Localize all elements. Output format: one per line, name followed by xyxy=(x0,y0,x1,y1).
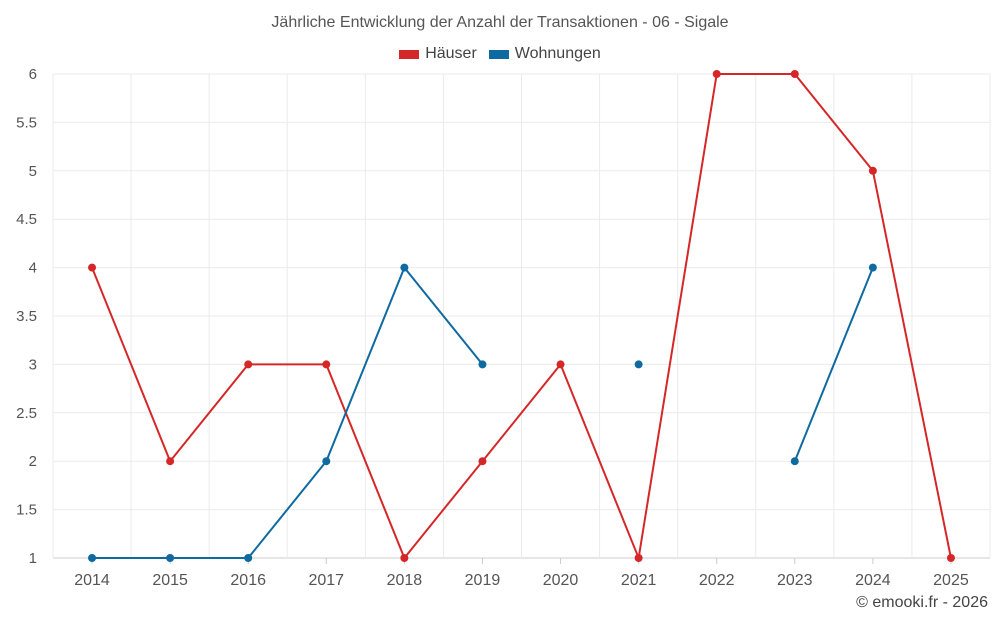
data-point-1 xyxy=(790,457,799,466)
data-point-0 xyxy=(868,166,877,175)
legend-label-haeuser: Häuser xyxy=(425,45,477,62)
y-tick-label: 1.5 xyxy=(16,502,37,519)
data-point-1 xyxy=(400,263,409,272)
x-tick-label: 2019 xyxy=(465,572,501,589)
data-point-1 xyxy=(244,554,253,562)
data-point-0 xyxy=(712,70,721,78)
y-tick-label: 3.5 xyxy=(16,308,37,325)
data-point-1 xyxy=(634,360,643,369)
data-point-1 xyxy=(166,554,175,562)
x-tick-label: 2015 xyxy=(152,572,188,589)
series-line-1 xyxy=(793,267,874,462)
x-tick-label: 2020 xyxy=(543,572,579,589)
x-tick-label: 2017 xyxy=(308,572,344,589)
legend-swatch-haeuser xyxy=(399,49,420,59)
y-tick-label: 5.5 xyxy=(16,114,37,131)
y-tick-label: 2 xyxy=(29,453,37,470)
x-tick-label: 2022 xyxy=(699,572,735,589)
y-tick-label: 4 xyxy=(29,260,37,277)
x-tick-label: 2024 xyxy=(855,572,891,589)
chart-title: Jährliche Entwicklung der Anzahl der Tra… xyxy=(271,14,729,31)
x-tick-label: 2021 xyxy=(621,572,657,589)
data-point-0 xyxy=(556,360,565,369)
y-tick-label: 6 xyxy=(29,66,37,83)
data-point-1 xyxy=(868,263,877,272)
y-tick-label: 5 xyxy=(29,163,37,180)
y-tick-label: 4.5 xyxy=(16,211,37,228)
x-tick-label: 2014 xyxy=(74,572,110,589)
data-point-0 xyxy=(478,457,487,466)
legend-item-haeuser[interactable]: Häuser xyxy=(399,45,477,63)
data-point-0 xyxy=(634,554,643,562)
copyright-credit: © emooki.fr - 2026 xyxy=(856,594,988,611)
data-point-0 xyxy=(322,360,331,369)
y-tick-label: 2.5 xyxy=(16,405,37,422)
data-point-0 xyxy=(166,457,175,466)
data-point-0 xyxy=(400,554,409,562)
legend-label-wohnungen: Wohnungen xyxy=(514,45,601,62)
x-tick-label: 2025 xyxy=(933,572,969,589)
series-line-1 xyxy=(92,266,484,559)
data-point-0 xyxy=(88,263,97,272)
data-point-0 xyxy=(946,554,955,562)
series-line-0 xyxy=(91,73,952,559)
x-tick-label: 2018 xyxy=(387,572,423,589)
legend: Häuser Wohnungen xyxy=(0,45,1000,63)
y-tick-label: 3 xyxy=(29,356,37,373)
x-tick-label: 2016 xyxy=(230,572,266,589)
data-point-0 xyxy=(244,360,253,369)
data-point-0 xyxy=(790,70,799,78)
data-point-1 xyxy=(322,457,331,466)
legend-swatch-wohnungen xyxy=(488,49,509,59)
y-tick-label: 1 xyxy=(29,550,37,567)
data-point-1 xyxy=(478,360,487,369)
legend-item-wohnungen[interactable]: Wohnungen xyxy=(488,45,601,63)
data-point-1 xyxy=(88,554,97,562)
x-tick-label: 2023 xyxy=(777,572,813,589)
